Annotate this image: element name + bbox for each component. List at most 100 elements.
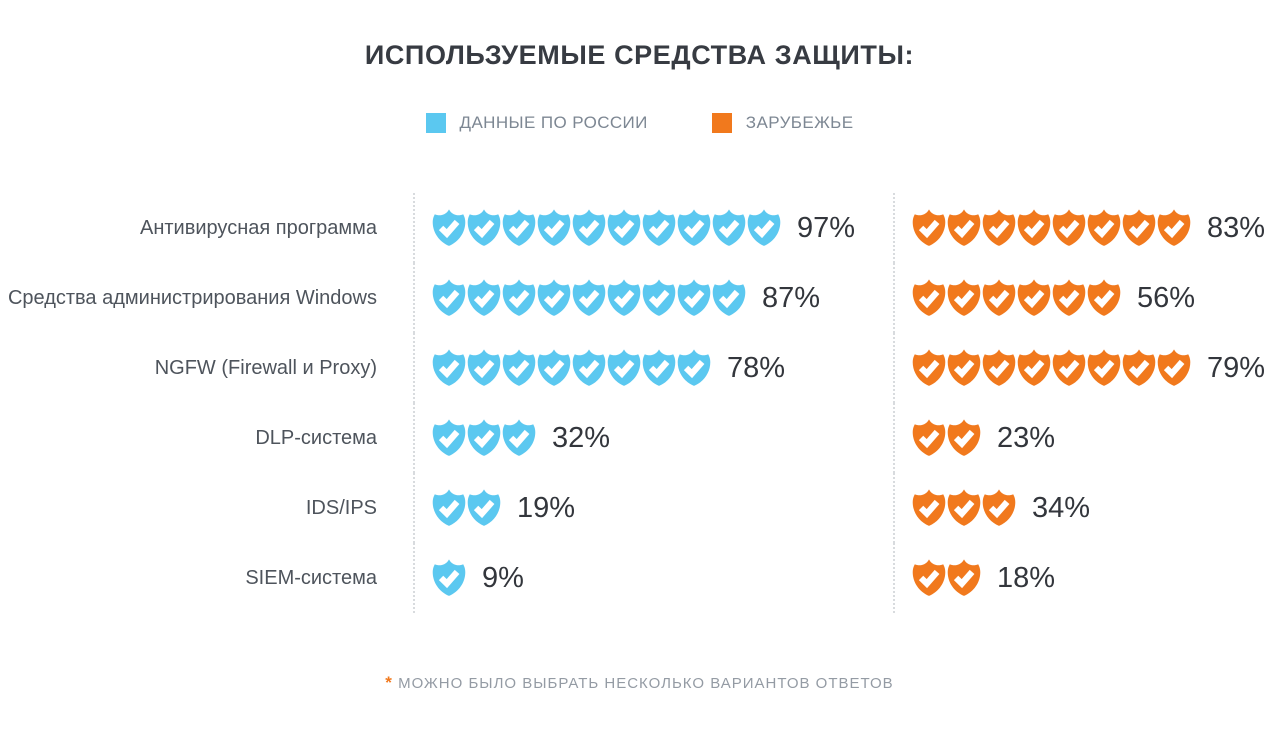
- shield-check-icon: [1087, 348, 1121, 388]
- percent-value: 97%: [797, 211, 856, 244]
- percent-value: 23%: [997, 421, 1056, 454]
- shield-check-icon: [947, 208, 981, 248]
- percent-value: 19%: [517, 491, 576, 524]
- shield-check-icon: [502, 348, 536, 388]
- chart-row: IDS/IPS 19% 34%: [0, 473, 1279, 543]
- icon-strip: [432, 208, 781, 248]
- shield-check-icon: [677, 278, 711, 318]
- chart-row: Средства администрирования Windows 87% 56%: [0, 263, 1279, 333]
- legend-item-0: ДАННЫЕ ПО РОССИИ: [425, 113, 648, 133]
- shield-check-icon: [947, 418, 981, 458]
- value-cell: 9%: [413, 543, 893, 613]
- shield-check-icon: [467, 278, 501, 318]
- category-label: Антивирусная программа: [140, 216, 377, 239]
- icon-strip: [912, 558, 981, 598]
- shield-check-icon: [432, 488, 466, 528]
- chart-row: Антивирусная программа 97% 83%: [0, 193, 1279, 263]
- shield-check-icon: [642, 278, 676, 318]
- category-label: IDS/IPS: [305, 496, 377, 519]
- icon-strip: [432, 488, 501, 528]
- shield-check-icon: [1087, 208, 1121, 248]
- legend-label: ЗАРУБЕЖЬЕ: [745, 113, 854, 132]
- shield-check-icon: [947, 488, 981, 528]
- icon-strip: [432, 278, 746, 318]
- shield-check-icon: [467, 418, 501, 458]
- shield-check-icon: [712, 208, 746, 248]
- shield-check-icon: [642, 348, 676, 388]
- shield-check-icon: [1122, 348, 1156, 388]
- shield-check-icon: [537, 208, 571, 248]
- shield-check-icon: [947, 558, 981, 598]
- shield-check-icon: [947, 348, 981, 388]
- icon-strip: [912, 418, 981, 458]
- shield-check-icon: [1017, 208, 1051, 248]
- shield-check-icon: [1122, 208, 1156, 248]
- icon-strip: [912, 278, 1121, 318]
- percent-value: 56%: [1137, 281, 1196, 314]
- shield-check-icon: [982, 348, 1016, 388]
- shield-check-icon: [432, 418, 466, 458]
- shield-check-icon: [642, 208, 676, 248]
- shield-check-icon: [572, 348, 606, 388]
- shield-check-icon: [607, 278, 641, 318]
- category-label: SIEM-система: [245, 566, 377, 589]
- chart-rows: Антивирусная программа 97% 83% Средства адм…: [0, 193, 1279, 613]
- shield-check-icon: [982, 208, 1016, 248]
- shield-check-icon: [947, 278, 981, 318]
- asterisk: *: [385, 673, 393, 692]
- legend-item-1: ЗАРУБЕЖЬЕ: [711, 113, 854, 133]
- shield-check-icon: [677, 348, 711, 388]
- shield-check-icon: [607, 208, 641, 248]
- value-cell: 78%: [413, 333, 893, 403]
- shield-check-icon: [502, 278, 536, 318]
- shield-check-icon: [467, 208, 501, 248]
- shield-check-icon: [502, 208, 536, 248]
- legend: ДАННЫЕ ПО РОССИИ ЗАРУБЕЖЬЕ: [0, 113, 1279, 133]
- pictogram-chart: Антивирусная программа 97% 83% Средства адм…: [0, 193, 1279, 613]
- value-cell: 18%: [893, 543, 1279, 613]
- shield-check-icon: [502, 418, 536, 458]
- icon-strip: [912, 208, 1191, 248]
- shield-check-icon: [432, 558, 466, 598]
- shield-check-icon: [912, 278, 946, 318]
- shield-check-icon: [912, 348, 946, 388]
- shield-check-icon: [1052, 278, 1086, 318]
- percent-value: 18%: [997, 561, 1056, 594]
- category-label: Средства администрирования Windows: [7, 286, 377, 309]
- value-cell: 32%: [413, 403, 893, 473]
- icon-strip: [912, 348, 1191, 388]
- shield-check-icon: [432, 208, 466, 248]
- shield-check-icon: [912, 208, 946, 248]
- value-cell: 23%: [893, 403, 1279, 473]
- shield-check-icon: [1157, 208, 1191, 248]
- page-title: ИСПОЛЬЗУЕМЫЕ СРЕДСТВА ЗАЩИТЫ:: [364, 40, 915, 70]
- shield-check-icon: [432, 278, 466, 318]
- value-cell: 56%: [893, 263, 1279, 333]
- shield-check-icon: [747, 208, 781, 248]
- chart-row: SIEM-система 9% 18%: [0, 543, 1279, 613]
- percent-value: 32%: [552, 421, 611, 454]
- shield-check-icon: [572, 278, 606, 318]
- footnote: * МОЖНО БЫЛО ВЫБРАТЬ НЕСКОЛЬКО ВАРИАНТОВ…: [0, 673, 1279, 693]
- percent-value: 87%: [762, 281, 821, 314]
- shield-check-icon: [1087, 278, 1121, 318]
- percent-value: 79%: [1207, 351, 1266, 384]
- shield-check-icon: [1157, 348, 1191, 388]
- shield-check-icon: [982, 488, 1016, 528]
- value-cell: 87%: [413, 263, 893, 333]
- percent-value: 78%: [727, 351, 786, 384]
- shield-check-icon: [572, 208, 606, 248]
- shield-check-icon: [982, 278, 1016, 318]
- shield-check-icon: [467, 488, 501, 528]
- shield-check-icon: [432, 348, 466, 388]
- icon-strip: [432, 348, 711, 388]
- value-cell: 97%: [413, 193, 893, 263]
- legend-swatch-icon: [425, 113, 446, 133]
- shield-check-icon: [912, 418, 946, 458]
- shield-check-icon: [1052, 348, 1086, 388]
- icon-strip: [912, 488, 1016, 528]
- shield-check-icon: [537, 348, 571, 388]
- value-cell: 19%: [413, 473, 893, 543]
- category-label: DLP-система: [255, 426, 377, 449]
